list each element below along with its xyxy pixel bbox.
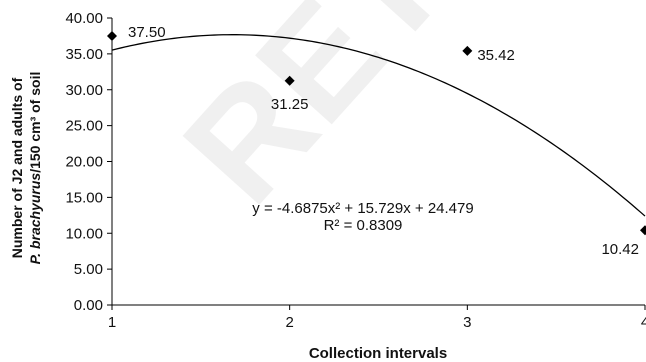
x-tick-label: 2: [285, 314, 293, 331]
y-tick-label: 30.00: [65, 82, 103, 99]
data-point-marker: [107, 30, 117, 41]
x-tick-labels: 1 2 3 4: [108, 314, 646, 331]
y-axis-title-line1: Number of J2 and adults of: [9, 77, 25, 258]
r-squared-label: R² = 0.8309: [324, 217, 403, 234]
data-point-marker: [284, 75, 295, 86]
data-point-marker: [640, 225, 646, 236]
trendline: [111, 34, 646, 217]
data-label: 31.25: [271, 96, 309, 113]
y-tick-label: 15.00: [65, 189, 103, 206]
axes: [107, 17, 646, 310]
y-tick-labels: 0.00 5.00 10.00 15.00 20.00 25.00 30.00 35.00 40…: [65, 10, 103, 314]
y-tick-label: 5.00: [74, 261, 103, 278]
y-tick-label: 10.00: [65, 225, 103, 242]
y-tick-label: 35.00: [65, 46, 103, 63]
y-axis-title-unit: /150 cm³ of soil: [27, 72, 43, 173]
y-tick-label: 0.00: [74, 297, 103, 314]
y-tick-label: 20.00: [65, 154, 103, 171]
x-tick-label: 4: [641, 314, 646, 331]
data-label: 35.42: [477, 47, 515, 64]
data-label: 37.50: [128, 24, 166, 41]
x-axis-title: Collection intervals: [309, 345, 447, 362]
data-points: [107, 30, 646, 236]
trendline-equation: y = -4.6875x² + 15.729x + 24.479: [252, 200, 473, 217]
x-tick-label: 1: [108, 314, 116, 331]
y-axis-title-line2: P. brachyurus/150 cm³ of soil: [27, 72, 43, 265]
x-tick-label: 3: [463, 314, 471, 331]
y-tick-label: 25.00: [65, 118, 103, 135]
data-label: 10.42: [601, 241, 639, 258]
data-point-marker: [462, 45, 473, 56]
y-axis-title-species: P. brachyurus: [27, 173, 43, 265]
y-tick-label: 40.00: [65, 10, 103, 27]
data-labels: 37.50 31.25 35.42 10.42: [128, 24, 639, 258]
